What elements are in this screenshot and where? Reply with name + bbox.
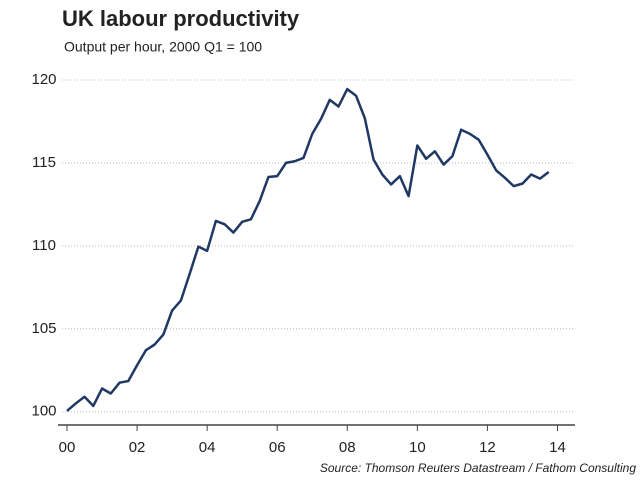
x-tick-label: 02 [129,439,146,456]
chart-subtitle: Output per hour, 2000 Q1 = 100 [64,39,262,55]
y-tick-label: 105 [31,320,56,337]
source-note: Source: Thomson Reuters Datastream / Fat… [320,461,636,475]
y-tick-label: 120 [31,71,56,88]
y-tick-label: 110 [32,237,56,254]
chart-title: UK labour productivity [62,6,300,31]
data-line [66,87,550,412]
x-tick-label: 08 [339,439,356,456]
y-tick-label: 100 [31,403,56,420]
y-tick-label: 115 [32,154,56,171]
x-tick-label: 10 [409,439,426,456]
x-tick-label: 12 [479,439,496,456]
x-tick-label: 00 [59,439,76,456]
x-tick-label: 14 [549,439,566,456]
x-tick-label: 04 [199,439,216,456]
x-tick-label: 06 [269,439,286,456]
